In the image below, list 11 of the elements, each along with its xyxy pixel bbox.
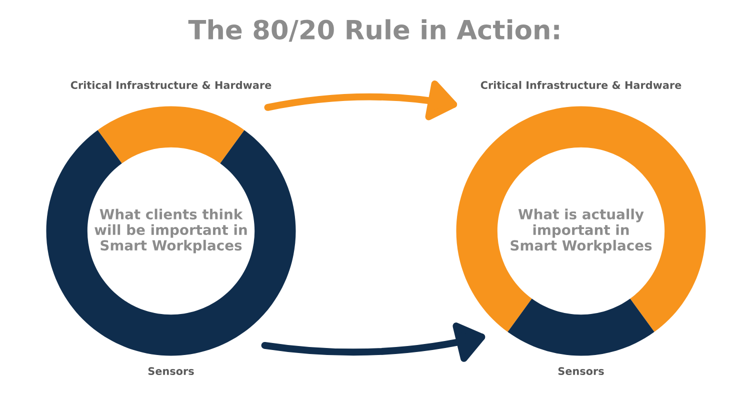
slice-label: Sensors: [558, 367, 604, 376]
text: What is actually important in Smart Workplaces: [510, 208, 652, 254]
donut-slice: [456, 106, 706, 332]
text: What clients think will be important in Smart Workplaces: [94, 208, 247, 254]
text: The 80/20 Rule in Action:: [188, 19, 559, 42]
slice-label: Sensors: [148, 367, 194, 376]
donut-slice: [508, 298, 654, 356]
donut-slice: [46, 130, 296, 356]
slice-label: Critical Infrastructure & Hardware: [480, 80, 682, 90]
slice-label: Critical Infrastructure & Hardware: [70, 80, 272, 90]
donut-slice: [98, 106, 244, 164]
